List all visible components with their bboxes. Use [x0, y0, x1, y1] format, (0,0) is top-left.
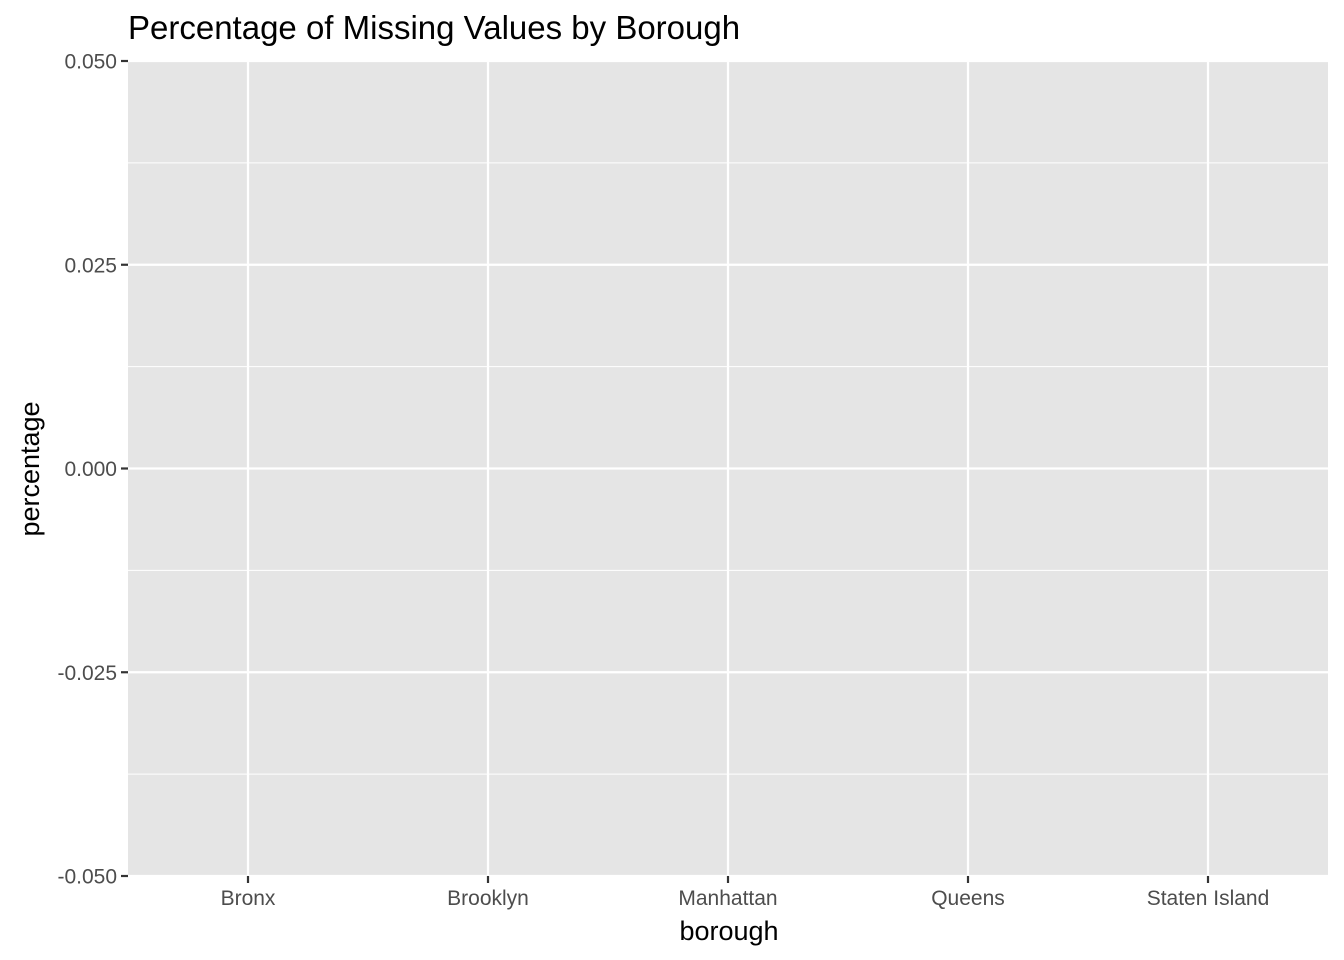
y-axis: 0.050 0.025 0.000 -0.025 -0.050 — [57, 51, 128, 889]
y-tick-label: 0.025 — [64, 254, 117, 277]
y-tick-label: 0.000 — [64, 458, 117, 481]
y-tick-label: 0.050 — [64, 51, 117, 74]
major-gridlines — [128, 59, 1328, 878]
y-tick-label: -0.050 — [57, 866, 117, 889]
y-axis-title: percentage — [15, 401, 45, 536]
x-tick-label: Queens — [931, 887, 1005, 910]
x-tick-label: Bronx — [221, 887, 276, 910]
x-axis: Bronx Brooklyn Manhattan Queens Staten Islan… — [221, 876, 1270, 910]
x-tick-label: Staten Island — [1147, 887, 1270, 910]
y-tick-label: -0.025 — [57, 662, 117, 685]
x-tick-label: Brooklyn — [447, 887, 529, 910]
chart-title: Percentage of Missing Values by Borough — [128, 9, 740, 46]
x-axis-title: borough — [679, 916, 778, 946]
x-tick-label: Manhattan — [678, 887, 777, 910]
